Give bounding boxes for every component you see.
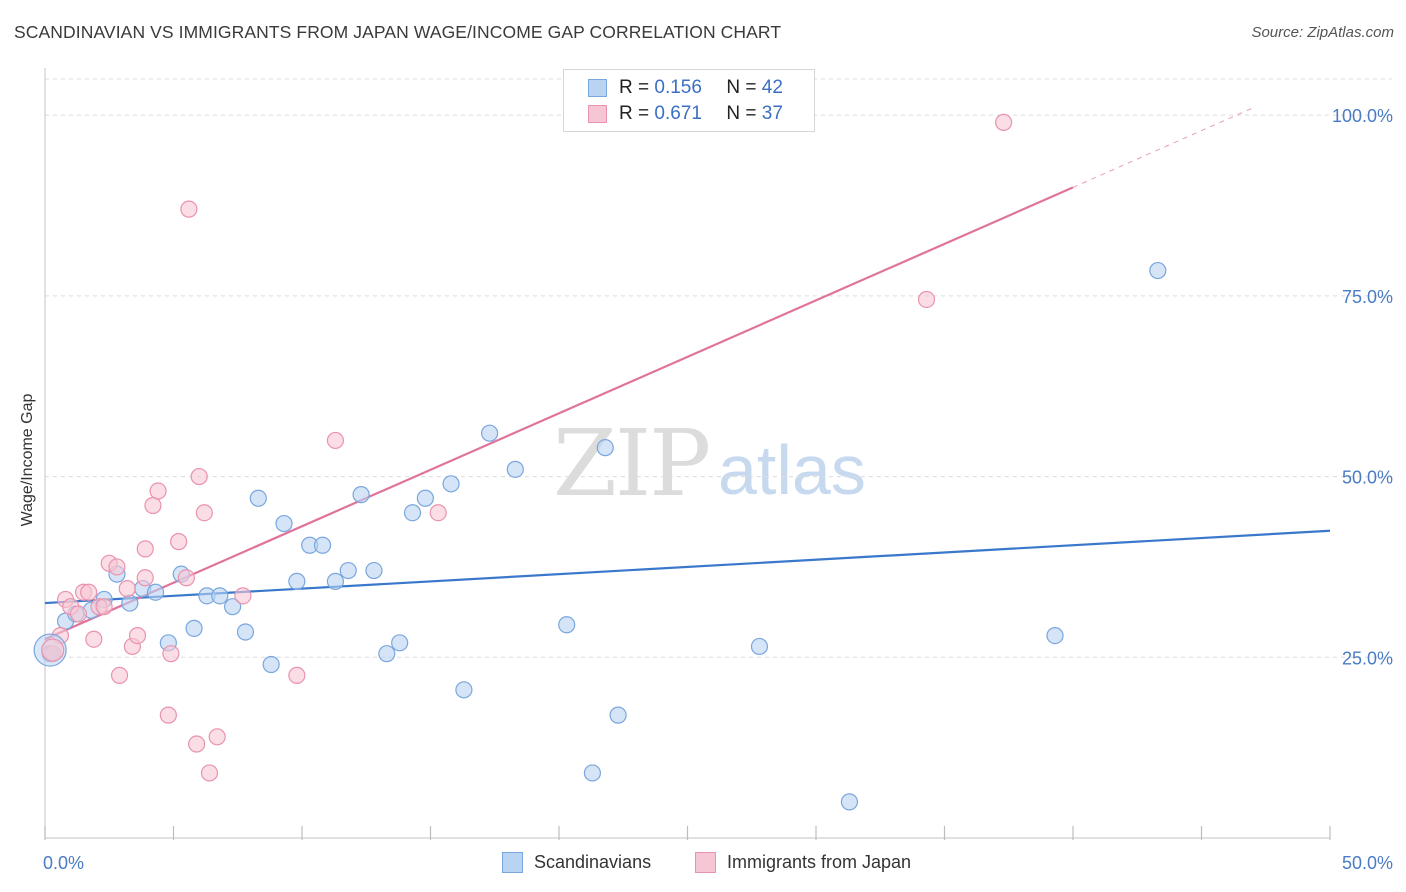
point-japan	[128, 626, 147, 645]
legend-n-label: N =	[726, 103, 762, 124]
chart-title: SCANDINAVIAN VS IMMIGRANTS FROM JAPAN WA…	[14, 22, 782, 42]
point-scandinavians	[146, 583, 165, 601]
point-japan	[429, 504, 447, 522]
point-japan	[170, 533, 188, 551]
point-scandinavians	[596, 439, 614, 457]
legend-n-value: 37	[761, 103, 783, 124]
point-scandinavians	[275, 514, 293, 533]
point-scandinavians	[583, 764, 602, 782]
point-scandinavians	[224, 598, 242, 616]
point-scandinavians	[558, 616, 576, 634]
point-japan	[288, 666, 306, 684]
point-scandinavians	[365, 561, 383, 580]
point-japan	[80, 583, 98, 601]
legend-swatch-pink	[588, 105, 607, 123]
point-scandinavians	[455, 681, 473, 699]
point-scandinavians	[506, 460, 524, 478]
point-scandinavians	[750, 637, 769, 656]
point-japan	[159, 706, 177, 724]
watermark-atlas: atlas	[718, 431, 866, 509]
point-japan	[149, 482, 167, 500]
point-japan	[200, 764, 219, 782]
y-tick-label: 75.0%	[1342, 287, 1393, 307]
y-tick-label: 100.0%	[1332, 106, 1393, 126]
point-japan	[144, 496, 162, 515]
point-japan	[188, 735, 206, 753]
point-japan	[85, 630, 103, 648]
point-scandinavians	[416, 489, 434, 507]
legend-r-label: R =	[619, 103, 655, 124]
y-tick-label: 25.0%	[1342, 648, 1393, 668]
source-credit: Source: ZipAtlas.com	[1251, 24, 1394, 41]
legend-row-scandinavians: R = 0.156 N = 42	[588, 76, 783, 100]
point-scandinavians	[236, 623, 255, 641]
point-japan	[190, 467, 208, 486]
point-japan	[177, 569, 195, 587]
point-scandinavians	[481, 424, 499, 442]
point-scandinavians	[403, 504, 422, 522]
point-scandinavians	[391, 634, 409, 652]
point-japan	[162, 645, 180, 663]
legend-label-scandinavians: Scandinavians	[534, 852, 652, 872]
axes	[44, 68, 1331, 840]
x-tick-label: 50.0%	[1342, 853, 1393, 873]
point-scandinavians	[288, 572, 306, 590]
legend-label-japan: Immigrants from Japan	[727, 852, 912, 872]
point-scandinavians	[313, 536, 332, 554]
data-points	[33, 113, 1167, 811]
point-japan	[136, 540, 154, 558]
legend-n-value: 42	[761, 77, 783, 98]
point-scandinavians	[339, 561, 357, 580]
point-japan	[136, 569, 154, 587]
point-scandinavians	[1149, 261, 1167, 280]
legend-r-value: 0.156	[654, 77, 702, 98]
point-japan	[995, 113, 1013, 131]
trend-line-japan-extension	[1072, 107, 1254, 188]
point-scandinavians	[262, 655, 280, 674]
point-japan-cluster	[41, 638, 65, 662]
point-scandinavians	[442, 475, 460, 493]
legend-n-label: N =	[726, 77, 762, 98]
trend-line-scandinavians	[44, 529, 1331, 605]
point-japan	[110, 666, 129, 684]
point-scandinavians	[211, 587, 229, 605]
legend-row-japan: R = 0.671 N = 37	[588, 102, 783, 126]
trend-line-japan	[44, 186, 1074, 641]
point-scandinavians	[185, 619, 203, 637]
point-japan	[69, 605, 88, 623]
point-japan	[326, 431, 345, 450]
bottom-legend-scandinavians: Scandinavians	[502, 852, 651, 873]
bottom-legend-japan: Immigrants from Japan	[695, 852, 911, 873]
point-japan	[917, 290, 936, 309]
point-japan	[208, 728, 226, 746]
point-japan	[195, 504, 213, 522]
legend-swatch-pink	[695, 852, 716, 873]
point-japan	[234, 587, 252, 605]
point-scandinavians	[352, 486, 370, 504]
legend-swatch-blue	[502, 852, 523, 873]
x-tick-label: 0.0%	[43, 853, 84, 873]
point-scandinavians	[378, 645, 396, 663]
point-scandinavians	[840, 793, 859, 811]
trend-lines	[44, 107, 1331, 641]
point-scandinavians	[326, 572, 345, 590]
legend-r-label: R =	[619, 77, 655, 98]
point-scandinavians	[121, 594, 139, 612]
point-scandinavians	[1046, 626, 1064, 645]
tick-labels: 25.0% 50.0% 75.0% 100.0% 0.0% 50.0%	[43, 106, 1393, 873]
gridlines	[45, 78, 1392, 658]
y-tick-label: 50.0%	[1342, 468, 1393, 488]
point-japan	[108, 558, 126, 576]
point-japan	[118, 580, 136, 598]
point-japan	[180, 200, 198, 218]
watermark-zip: ZIP	[553, 410, 711, 517]
point-scandinavians	[609, 706, 627, 724]
correlation-legend: R = 0.156 N = 42 R = 0.671 N = 37	[563, 69, 815, 132]
legend-swatch-blue	[588, 79, 607, 97]
point-japan	[95, 598, 113, 616]
legend-r-value: 0.671	[654, 103, 702, 124]
point-scandinavians	[249, 489, 267, 507]
